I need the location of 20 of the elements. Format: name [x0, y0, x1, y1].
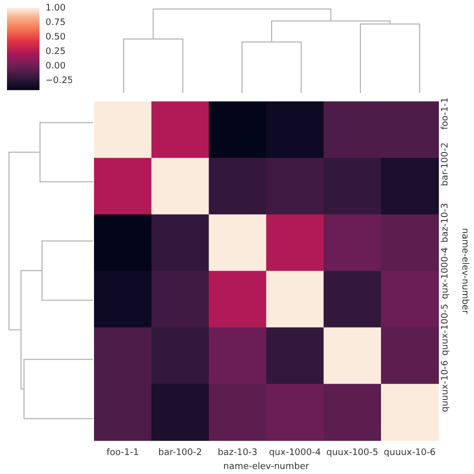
x-axis-title: name-elev-number — [223, 462, 310, 472]
y-tick-label: baz-10-3 — [440, 203, 451, 243]
y-tick-label: quuux-10-6 — [440, 360, 451, 412]
y-tick-label: foo-1-1 — [440, 97, 451, 130]
x-tick-label: qux-1000-4 — [268, 448, 322, 458]
color-bar-label: 1.00 — [46, 4, 66, 14]
color-bar-label: 0.00 — [46, 62, 66, 72]
color-bar-label: 0.75 — [46, 18, 66, 28]
x-tick-label: quuux-10-6 — [384, 448, 436, 458]
x-tick-label: baz-10-3 — [218, 448, 258, 458]
x-tick-label: foo-1-1 — [106, 448, 139, 458]
color-bar-label: −0.25 — [46, 76, 74, 86]
x-tick-label: bar-100-2 — [158, 448, 202, 458]
y-tick-label: qux-1000-4 — [440, 247, 451, 300]
y-tick-label: bar-100-2 — [440, 142, 451, 186]
x-tick-label: quux-100-5 — [326, 448, 378, 458]
y-axis-title: name-elev-number — [459, 228, 470, 314]
y-tick-label: quux-100-5 — [440, 304, 451, 356]
color-bar-label: 0.25 — [46, 47, 66, 58]
color-bar-label: 0.50 — [46, 32, 66, 43]
